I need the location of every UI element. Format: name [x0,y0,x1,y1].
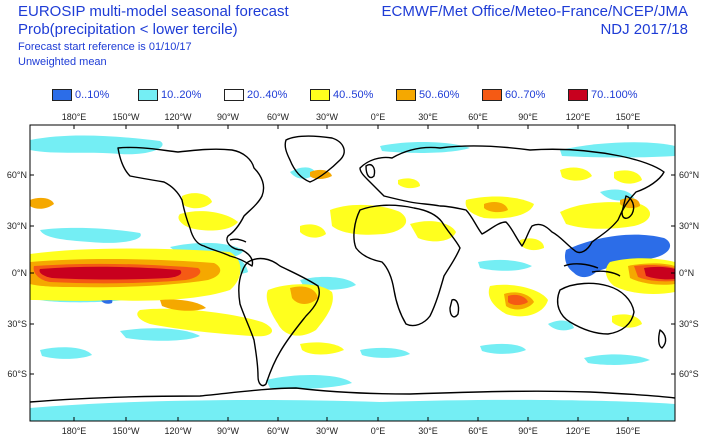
axis-ticks [30,125,675,421]
axis-tick-label: 30°N [679,221,699,231]
axis-tick-label: 60°N [679,170,699,180]
axis-tick-label: 60°E [468,112,488,122]
axis-tick-label: 30°E [418,426,438,436]
axis-tick-label: 90°W [217,426,240,436]
legend-label: 20..40% [247,89,288,101]
axis-tick-label: 30°W [316,112,339,122]
legend-swatch [138,89,158,101]
coast-japan [621,195,635,219]
axis-tick-label: 120°E [566,112,591,122]
axis-tick-label: 60°W [267,112,290,122]
axis-tick-label: 30°S [7,319,27,329]
legend-swatch [310,89,330,101]
axis-tick-label: 180°E [62,112,87,122]
legend-label: 60..70% [505,89,546,101]
mean-type: Unweighted mean [18,56,107,68]
axis-tick-label: 0°N [679,268,694,278]
axis-tick-label: 90°W [217,112,240,122]
coast-australia [556,282,635,335]
coast-greenland [284,135,345,183]
axis-tick-label: 60°E [468,426,488,436]
axis-tick-label: 60°W [267,426,290,436]
forecast-reference: Forecast start reference is 01/10/17 [18,41,192,53]
legend-swatch [568,89,588,101]
coast-caribbean [229,238,247,243]
axis-tick-label: 90°E [518,426,538,436]
axis-tick-label: 30°N [7,221,27,231]
map-subtitle: Prob(precipitation < lower tercile) [18,21,238,38]
axis-tick-label: 60°N [7,170,27,180]
coast-eurasia [359,145,665,254]
forecast-period: NDJ 2017/18 [600,21,688,38]
axis-tick-label: 180°E [62,426,87,436]
legend-label: 70..100% [591,89,638,101]
coast-antarctica [30,387,675,403]
latitude-labels: 60°N 60°N 30°N 30°N 0°N 0°N 30°S 30°S 60°S 60°S [7,170,699,379]
probability-shading [30,135,675,421]
coast-indonesia [563,263,621,277]
axis-tick-label: 120°W [164,426,192,436]
coast-africa [353,204,461,327]
legend-label: 10..20% [161,89,202,101]
coastlines [30,135,675,403]
legend-swatch [52,89,72,101]
legend-label: 40..50% [333,89,374,101]
shading-70-100 [39,266,675,280]
axis-tick-label: 150°E [616,426,641,436]
axis-tick-label: 90°E [518,112,538,122]
axis-tick-label: 150°W [112,112,140,122]
legend-swatch [224,89,244,101]
coast-south-america [237,257,320,387]
legend-label: 50..60% [419,89,460,101]
coast-madagascar [449,298,460,318]
axis-tick-label: 30°W [316,426,339,436]
legend-label: 0..10% [75,89,110,101]
axis-tick-label: 120°W [164,112,192,122]
axis-tick-label: 30°E [418,112,438,122]
axis-tick-label: 0°E [371,112,386,122]
longitude-labels: 180°E 180°E 150°W 150°W 120°W 120°W 90°W 90°W 60… [62,112,641,436]
coast-north-america [117,146,265,267]
axis-tick-label: 30°S [679,319,699,329]
legend-swatch [482,89,502,101]
coast-new-zealand [657,329,667,349]
coast-uk [365,164,376,179]
axis-tick-label: 60°S [7,369,27,379]
axis-tick-label: 150°E [616,112,641,122]
map-title: EUROSIP multi-model seasonal forecast [18,3,289,20]
legend-swatch [396,89,416,101]
centres-label: ECMWF/Met Office/Meteo-France/NCEP/JMA [381,3,688,20]
axis-tick-label: 0°E [371,426,386,436]
axis-tick-label: 120°E [566,426,591,436]
axis-tick-label: 150°W [112,426,140,436]
axis-tick-label: 60°S [679,369,699,379]
axis-tick-label: 0°N [12,268,27,278]
